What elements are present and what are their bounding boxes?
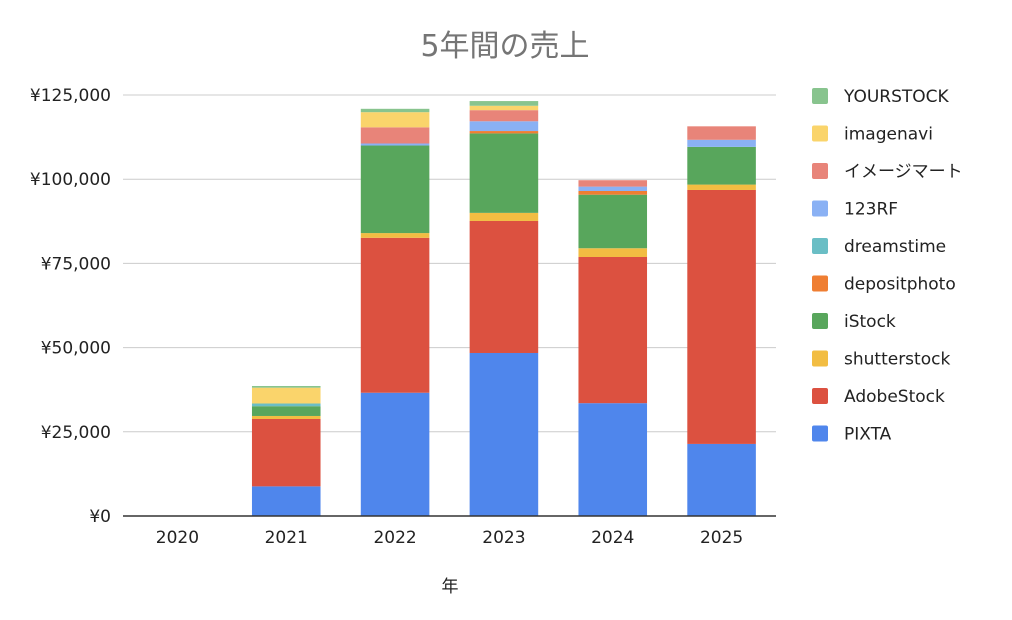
bar-segment: [469, 212, 539, 221]
bar-segment: [360, 233, 430, 238]
y-axis-ticks: ¥0 ¥25,000 ¥50,000 ¥75,000 ¥100,000 ¥125,000: [30, 86, 111, 527]
bar-segment: [469, 110, 539, 122]
legend-swatch: [812, 238, 828, 254]
bar-segment: [251, 403, 321, 407]
bar-segment: [578, 248, 648, 258]
x-tick-label: 2025: [700, 528, 743, 548]
legend-swatch: [812, 350, 828, 367]
bar-segment: [469, 352, 539, 516]
legend-label: 123RF: [844, 200, 898, 220]
bar-segment: [469, 105, 539, 111]
bar-segment: [360, 237, 430, 393]
bar-segment: [469, 220, 539, 353]
x-axis-ticks: 2020 2021 2022 2023 2024 2025: [156, 528, 743, 548]
bar-segment: [360, 145, 430, 234]
bar-segment: [251, 419, 321, 487]
bar-segment: [469, 131, 539, 134]
legend-swatch: [812, 88, 828, 104]
bar-segment: [578, 257, 648, 404]
legend: YOURSTOCK imagenavi イメージマート 123RF dreamstime…: [812, 87, 963, 445]
bar-segment: [578, 403, 648, 516]
y-tick-label: ¥75,000: [41, 254, 111, 274]
legend-swatch: [812, 425, 828, 442]
bar-segment: [687, 146, 756, 185]
bar-segment: [687, 443, 756, 516]
legend-swatch: [812, 275, 828, 292]
x-tick-label: 2024: [591, 528, 634, 548]
bar-segment: [687, 139, 756, 147]
bars: [251, 101, 756, 516]
legend-swatch: [812, 200, 828, 217]
bar-segment: [360, 108, 430, 113]
y-tick-label: ¥0: [89, 507, 111, 527]
bar-segment: [360, 112, 430, 128]
bar-segment: [251, 385, 321, 388]
x-axis-title: 年: [442, 577, 459, 597]
legend-label: imagenavi: [844, 125, 933, 145]
y-tick-label: ¥25,000: [41, 423, 111, 443]
bar-segment: [251, 415, 321, 420]
y-tick-label: ¥100,000: [30, 170, 111, 190]
bar-segment: [578, 180, 648, 187]
bar-segment: [578, 190, 648, 195]
bar-segment: [360, 392, 430, 516]
legend-label: PIXTA: [844, 425, 892, 445]
chart-title: 5年間の売上: [420, 29, 589, 64]
legend-label: iStock: [844, 312, 896, 332]
bar-segment: [469, 121, 539, 132]
bar-segment: [578, 194, 648, 249]
y-tick-label: ¥125,000: [30, 86, 111, 106]
bar-segment: [578, 186, 648, 191]
bar-segment: [251, 387, 321, 404]
bar-segment: [469, 101, 539, 106]
bar-segment: [687, 189, 756, 444]
legend-label: shutterstock: [844, 350, 950, 370]
legend-swatch: [812, 125, 828, 142]
bar-segment: [687, 126, 756, 140]
x-tick-label: 2022: [373, 528, 416, 548]
x-tick-label: 2023: [482, 528, 525, 548]
legend-label: dreamstime: [844, 237, 946, 257]
y-tick-label: ¥50,000: [41, 339, 111, 359]
x-tick-label: 2020: [156, 528, 199, 548]
bar-segment: [469, 133, 539, 213]
bar-segment: [360, 127, 430, 144]
bar-segment: [251, 486, 321, 516]
gridlines: [123, 94, 776, 433]
bar-segment: [251, 406, 321, 416]
legend-label: YOURSTOCK: [843, 87, 950, 107]
legend-swatch: [812, 163, 828, 179]
legend-label: depositphoto: [844, 275, 956, 295]
legend-swatch: [812, 388, 828, 404]
bar-segment: [360, 143, 430, 146]
legend-swatch: [812, 313, 828, 329]
legend-label: AdobeStock: [844, 387, 945, 407]
bar-segment: [687, 184, 756, 190]
legend-label: イメージマート: [844, 162, 963, 182]
x-tick-label: 2021: [265, 528, 308, 548]
